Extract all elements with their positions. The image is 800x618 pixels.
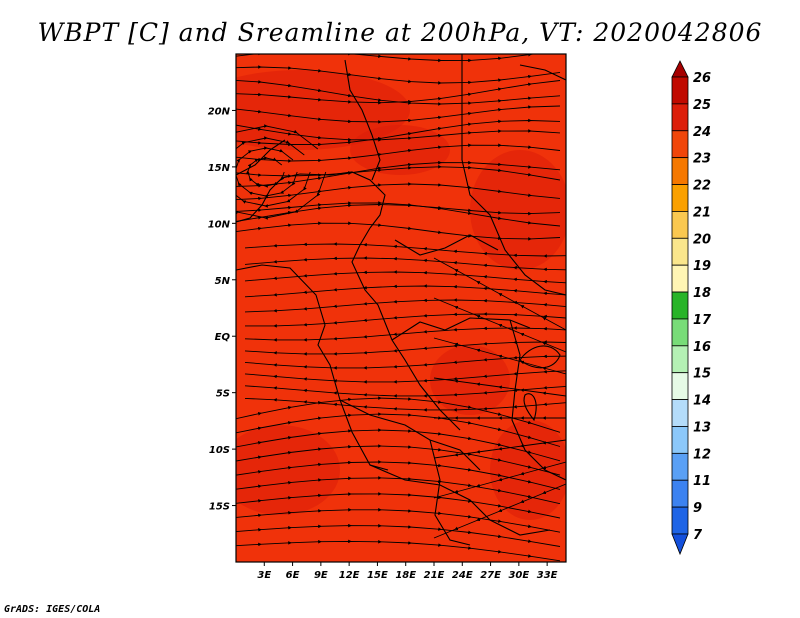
colorbar-label: 12 xyxy=(693,447,711,462)
colorbar-swatch xyxy=(671,237,689,266)
colorbar-label: 16 xyxy=(693,340,711,355)
streamline xyxy=(236,221,561,241)
streamline xyxy=(236,80,561,105)
streamline xyxy=(433,377,566,397)
colorbar-swatch xyxy=(671,103,689,132)
colorbar-label: 9 xyxy=(693,501,702,516)
streamline xyxy=(244,256,566,272)
colorbar-top-arrow xyxy=(671,60,689,78)
colorbar-label: 19 xyxy=(693,259,711,274)
wbpt-patch xyxy=(490,420,566,520)
wbpt-patch xyxy=(236,425,340,515)
lon-tick-label: 33E xyxy=(537,570,558,581)
lon-tick-label: 6E xyxy=(286,570,300,581)
streamlines xyxy=(236,54,566,562)
streamline xyxy=(244,369,566,384)
lon-tick-label: 30E xyxy=(508,570,529,581)
lon-tick-label: 24E xyxy=(452,570,473,581)
streamline xyxy=(236,539,561,562)
colorbar-label: 13 xyxy=(693,420,711,435)
colorbar-swatch xyxy=(671,506,689,535)
colorbar-label: 18 xyxy=(693,286,711,301)
streamline xyxy=(433,483,566,539)
colorbar-label: 22 xyxy=(693,179,711,194)
colorbar-swatch xyxy=(671,76,689,105)
colorbar-label: 24 xyxy=(693,125,711,140)
streamline xyxy=(244,242,566,258)
colorbar-label: 25 xyxy=(693,98,711,113)
lat-tick-label: 10N xyxy=(208,219,231,230)
latitude-ticks: 20N 15N 10N 5N EQ 5S 10S 15S xyxy=(208,106,236,513)
colorbar-label: 14 xyxy=(693,394,711,409)
lon-tick-label: 21E xyxy=(424,570,445,581)
lat-tick-label: EQ xyxy=(215,332,231,343)
colorbar-label: 26 xyxy=(693,71,711,86)
colorbar-label: 11 xyxy=(693,474,711,489)
lon-tick-label: 15E xyxy=(367,570,388,581)
lat-tick-label: 15N xyxy=(208,163,231,174)
colorbar-swatch xyxy=(671,157,689,185)
colorbar-swatch xyxy=(671,345,689,374)
lon-tick-label: 27E xyxy=(480,570,501,581)
colorbar-swatch xyxy=(671,318,689,347)
streamline xyxy=(433,337,566,375)
wbpt-patch xyxy=(350,125,450,175)
lon-tick-label: 9E xyxy=(314,570,328,581)
colorbar-swatch xyxy=(671,399,689,427)
colorbar-swatch xyxy=(671,291,689,320)
colorbar-label: 15 xyxy=(693,367,711,382)
lon-tick-label: 3E xyxy=(257,570,271,581)
colorbar-label: 20 xyxy=(693,232,711,247)
streamline xyxy=(236,54,536,63)
map-frame xyxy=(235,53,567,563)
colorbar: 26 25 24 23 22 21 20 19 18 17 16 15 14 13 12 11 9 7 xyxy=(671,60,712,556)
streamline xyxy=(236,523,561,547)
colorbar-swatch xyxy=(671,184,689,212)
lat-tick-label: 15S xyxy=(209,502,230,513)
colorbar-swatch xyxy=(671,130,689,159)
lat-tick-label: 5N xyxy=(215,276,231,287)
colorbar-label: 17 xyxy=(693,313,712,328)
streamline xyxy=(433,439,566,459)
colorbar-swatch xyxy=(671,264,689,293)
colorbar-swatch xyxy=(671,211,689,239)
colorbar-swatch xyxy=(671,426,689,454)
grads-credit: GrADS: IGES/COLA xyxy=(4,604,101,615)
map-panel: 20N 15N 10N 5N EQ 5S 10S 15S 3E 6E 9E 12E 15E 18E 21E… xyxy=(208,53,567,581)
colorbar-swatch xyxy=(671,479,689,508)
colorbar-label: 23 xyxy=(693,152,711,167)
lat-tick-label: 20N xyxy=(208,106,231,117)
lon-tick-label: 12E xyxy=(339,570,360,581)
streamline xyxy=(236,124,327,220)
colorbar-swatch xyxy=(671,452,689,481)
colorbar-label: 21 xyxy=(693,205,711,220)
chart-title: WBPT [C] and Sreamline at 200hPa, VT: 20… xyxy=(37,18,763,47)
lon-tick-label: 18E xyxy=(395,570,416,581)
colorbar-swatch xyxy=(671,372,689,400)
lat-tick-label: 5S xyxy=(216,389,230,400)
colorbar-bottom-arrow xyxy=(671,533,689,556)
colorbar-label: 7 xyxy=(693,528,703,543)
longitude-ticks: 3E 6E 9E 12E 15E 18E 21E 24E 27E 30E 33E xyxy=(257,562,558,581)
lat-tick-label: 10S xyxy=(209,445,230,456)
